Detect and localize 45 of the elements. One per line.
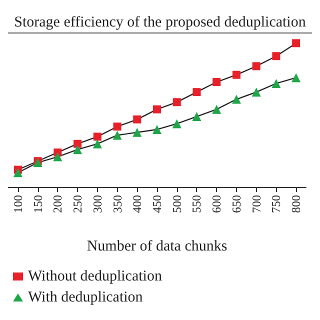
point: [172, 98, 181, 106]
point: [232, 94, 241, 104]
point: [13, 168, 22, 178]
point: [272, 52, 280, 60]
point: [113, 122, 122, 131]
x-tick-label: 500: [170, 195, 184, 213]
x-tick-label: 100: [10, 195, 25, 213]
chart-title: Storage efficiency of the proposed deduplication: [14, 14, 306, 30]
x-tick-label: 250: [70, 195, 85, 213]
x-tick-label: 450: [150, 195, 164, 213]
point: [112, 130, 122, 140]
x-tick-label: 650: [229, 195, 244, 213]
x-tick-label: 600: [210, 195, 224, 213]
point: [172, 119, 182, 128]
point: [252, 62, 260, 70]
x-tick-label: 150: [30, 195, 45, 213]
point: [73, 145, 82, 154]
point: [212, 104, 222, 114]
x-tick-label: 700: [249, 195, 264, 213]
legend-label: Without deduplication: [28, 268, 162, 284]
point: [232, 70, 240, 79]
legend-label: With deduplication: [28, 290, 144, 306]
x-tick-label: 350: [110, 195, 124, 213]
x-tick-label: 200: [50, 195, 65, 213]
point: [192, 88, 201, 96]
point: [292, 39, 300, 48]
point: [212, 78, 221, 86]
point: [92, 139, 102, 148]
point: [132, 128, 142, 137]
point: [272, 78, 281, 88]
x-tick-label: 750: [269, 195, 284, 213]
point: [152, 124, 162, 134]
x-axis-title: Number of data chunks: [86, 238, 228, 254]
point: [93, 132, 102, 141]
point: [133, 115, 142, 124]
point: [74, 140, 82, 148]
point: [292, 73, 301, 82]
point: [53, 152, 62, 162]
point: [153, 105, 161, 114]
point: [252, 88, 261, 97]
x-tick-label: 400: [130, 195, 144, 213]
x-tick-label: 300: [90, 195, 104, 213]
x-tick-label: 550: [190, 195, 204, 213]
x-tick-label: 800: [289, 195, 304, 213]
point: [192, 112, 202, 122]
